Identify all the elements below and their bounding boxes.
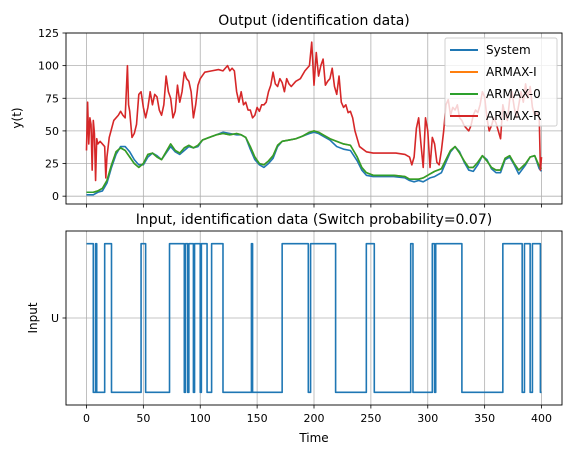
legend-label-armax-r: ARMAX-R [486, 109, 541, 123]
input-series [86, 242, 542, 394]
input-title: Input, identification data (Switch proba… [136, 212, 492, 228]
input-x-axis-label: Time [298, 431, 328, 445]
y-tick-label: 25 [45, 158, 59, 171]
series-line-armax-0 [86, 130, 543, 194]
y-tick-label: 50 [45, 125, 59, 138]
input-y-axis-label: Input [26, 302, 40, 333]
output-axes: 0 25 50 75 100 125 Output (identification dat… [10, 13, 563, 208]
y-tick-label: 75 [45, 92, 59, 105]
output-legend: System ARMAX-I ARMAX-0 ARMAX-R [444, 37, 558, 127]
output-y-axis-label: y(t) [10, 107, 24, 128]
output-ticks: 0 25 50 75 100 125 [38, 27, 542, 208]
legend-label-armax-i: ARMAX-I [486, 65, 537, 79]
output-title: Output (identification data) [218, 13, 410, 29]
x-tick-label: 0 [83, 412, 90, 425]
x-tick-label: 150 [247, 412, 268, 425]
x-tick-label: 400 [531, 412, 552, 425]
x-tick-label: 350 [474, 412, 495, 425]
x-tick-label: 50 [136, 412, 150, 425]
input-ticks: 0 50 100 150 200 250 300 350 400 U [51, 312, 552, 425]
x-tick-label: 250 [360, 412, 381, 425]
y-tick-label: 125 [38, 27, 59, 40]
legend-label-system: System [486, 43, 531, 57]
x-tick-label: 200 [304, 412, 325, 425]
legend-label-armax-0: ARMAX-0 [486, 87, 541, 101]
x-tick-label: 300 [417, 412, 438, 425]
series-line-input-signal [86, 242, 542, 394]
input-axes: 0 50 100 150 200 250 300 350 400 U Input, identif… [26, 212, 563, 445]
y-tick-label: 100 [38, 60, 59, 73]
x-tick-label: 100 [190, 412, 211, 425]
y-tick-label: 0 [52, 190, 59, 203]
y-tick-label: U [51, 312, 59, 325]
legend-box [444, 37, 558, 127]
